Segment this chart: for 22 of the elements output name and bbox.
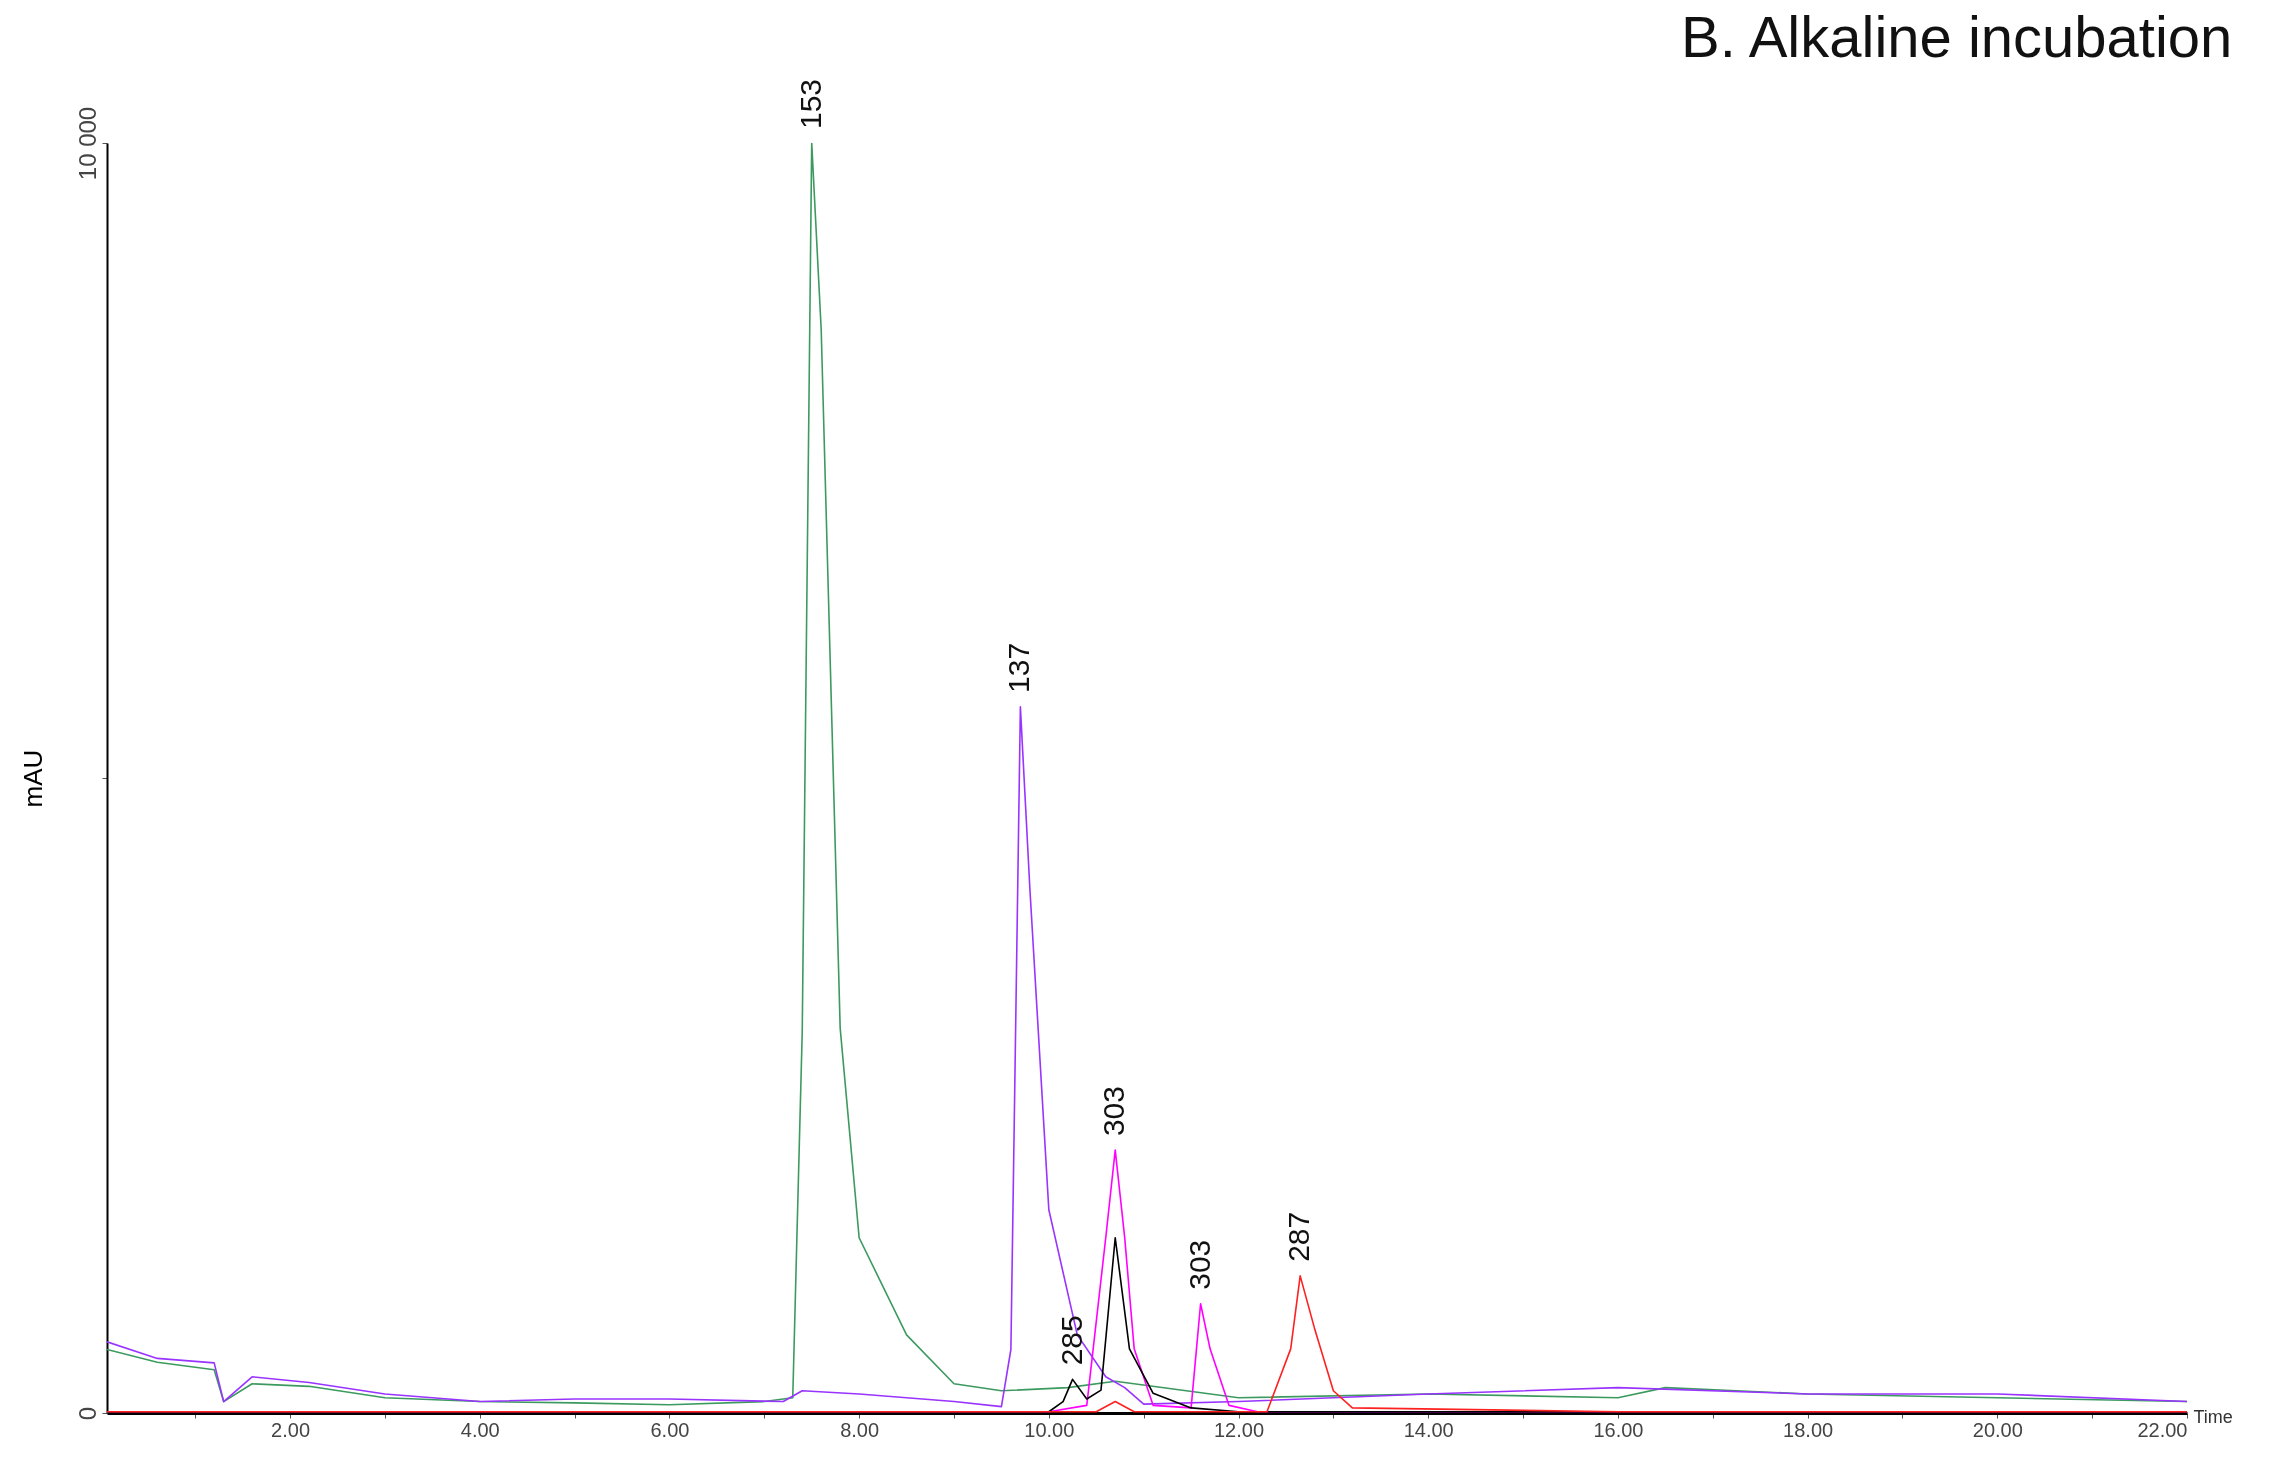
chart-title: B. Alkaline incubation xyxy=(1680,3,2233,69)
x-tick-label: 8.00 xyxy=(840,1418,880,1441)
x-tick-label: 10.00 xyxy=(1024,1418,1075,1441)
annotation: 137 xyxy=(1002,642,1036,693)
x-tick-label: 14.00 xyxy=(1403,1418,1454,1441)
y-tick-label: 0 xyxy=(73,1406,101,1421)
y-axis-title: mAU xyxy=(17,749,48,808)
x-tick-label: 20.00 xyxy=(1972,1418,2023,1441)
annotation: 153 xyxy=(793,78,827,129)
annotation: 285 xyxy=(1054,1315,1088,1366)
x-tick-label: 18.00 xyxy=(1783,1418,1834,1441)
x-tick-label: 2.00 xyxy=(271,1418,311,1441)
annotation: 303 xyxy=(1182,1239,1216,1290)
x-tick-label: 22.00 xyxy=(2137,1418,2188,1441)
y-tick-label: 10 000 xyxy=(73,106,101,181)
x-tick-label: 16.00 xyxy=(1593,1418,1644,1441)
x-axis-title: Time xyxy=(2193,1406,2233,1427)
x-tick-label: 4.00 xyxy=(460,1418,500,1441)
annotation: 287 xyxy=(1282,1211,1316,1262)
x-tick-label: 12.00 xyxy=(1214,1418,1265,1441)
x-tick-label: 6.00 xyxy=(650,1418,690,1441)
annotation: 303 xyxy=(1097,1086,1131,1137)
